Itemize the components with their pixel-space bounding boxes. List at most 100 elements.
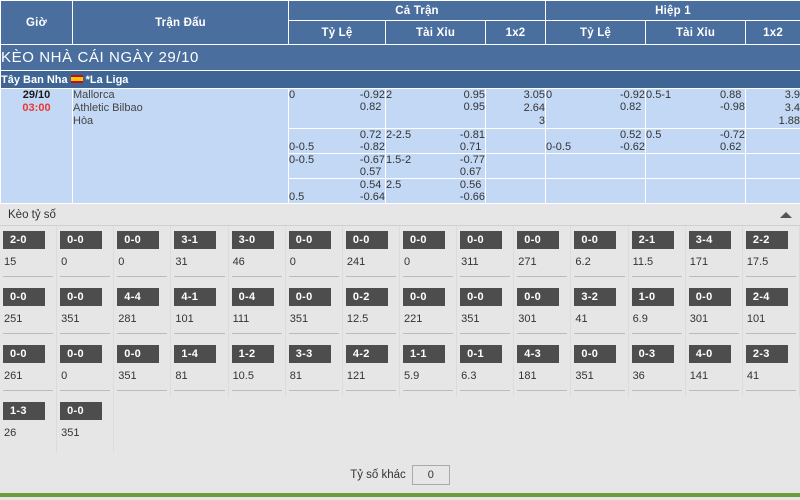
odds-cell-full-1x2[interactable] — [484, 153, 547, 179]
score-option-cell[interactable]: 0-0 0 — [400, 226, 458, 283]
score-option-cell[interactable]: 3-4 171 — [686, 226, 743, 283]
col-group-first-half: Hiệp 1 — [545, 0, 800, 21]
score-option-cell[interactable]: 2-0 15 — [0, 226, 58, 283]
odds-cell-full-overunder[interactable]: 1.5-2 -0.77 0.67 — [385, 153, 486, 179]
score-option-cell[interactable]: 0-0 301 — [686, 283, 743, 340]
odds-cell-full-overunder[interactable]: 2.5 0.56 -0.66 — [385, 178, 486, 204]
score-option-cell[interactable]: 0-0 251 — [0, 283, 58, 340]
odds-cell-half-1x2[interactable] — [745, 128, 800, 154]
score-option-cell-empty — [571, 397, 628, 453]
score-option-cell[interactable]: 0-0 221 — [400, 283, 458, 340]
score-option-cell[interactable]: 1-1 5.9 — [400, 340, 458, 397]
score-option-cell[interactable]: 0-0 241 — [343, 226, 400, 283]
odds-cell-half-1x2[interactable] — [745, 153, 800, 179]
score-option-cell[interactable]: 3-2 41 — [571, 283, 629, 340]
score-odd-value: 111 — [231, 313, 282, 334]
odds-cell-full-1x2[interactable] — [484, 178, 547, 204]
score-option-cell[interactable]: 4-3 181 — [514, 340, 572, 397]
odds-value-away: 0.82 — [619, 101, 642, 113]
score-option-cell[interactable]: 1-2 10.5 — [229, 340, 286, 397]
score-option-cell[interactable]: 0-0 271 — [514, 226, 572, 283]
score-option-cell[interactable]: 0-3 36 — [629, 340, 686, 397]
score-option-cell[interactable]: 1-3 26 — [0, 397, 58, 453]
score-option-cell[interactable]: 1-0 6.9 — [629, 283, 686, 340]
score-option-cell[interactable]: 3-1 31 — [171, 226, 229, 283]
odds-cell-half-overunder[interactable]: 0.5 -0.72 0.62 — [645, 128, 747, 154]
score-odd-value: 15 — [3, 256, 54, 277]
caret-up-icon[interactable] — [780, 211, 792, 218]
score-option-cell[interactable]: 0-0 351 — [457, 283, 515, 340]
odds-cell-full-1x2[interactable]: 3.05 2.64 3 — [484, 88, 547, 129]
score-option-cell[interactable]: 0-0 301 — [514, 283, 572, 340]
correct-score-header[interactable]: Kèo tỷ số — [0, 204, 800, 226]
odds-cell-full-handicap[interactable]: 0.5 0.54 -0.64 — [288, 178, 386, 204]
score-option-cell[interactable]: 0-1 6.3 — [457, 340, 515, 397]
odds-cell-full-1x2[interactable] — [484, 128, 547, 154]
score-option-cell[interactable]: 0-0 351 — [57, 397, 115, 453]
col-header-full-overunder: Tài Xỉu — [385, 20, 486, 45]
score-option-cell[interactable]: 0-0 311 — [457, 226, 515, 283]
other-score-value[interactable]: 0 — [411, 465, 450, 485]
score-badge: 0-0 — [117, 231, 160, 249]
odds-cell-half-handicap[interactable]: 0 -0.92 0.82 — [545, 88, 647, 129]
odds-cell-half-overunder[interactable] — [645, 178, 747, 204]
score-badge: 0-0 — [688, 288, 731, 306]
odds-value-home: -0.92 — [359, 89, 385, 101]
odds-cell-half-handicap[interactable]: 0-0.5 0.52 -0.62 — [545, 128, 647, 154]
odds-cell-full-overunder[interactable]: 2-2.5 -0.81 0.71 — [385, 128, 486, 154]
score-option-cell-empty — [514, 397, 571, 453]
col-header-match: Trận Đấu — [72, 0, 289, 45]
odds-cell-full-handicap[interactable]: 0-0.5 0.72 -0.82 — [288, 128, 386, 154]
score-option-cell[interactable]: 2-3 41 — [743, 340, 800, 397]
score-badge: 0-0 — [3, 345, 45, 363]
odds-cell-half-1x2[interactable]: 3.9 3.4 1.88 — [745, 88, 800, 129]
odds-cell-full-overunder[interactable]: 2 0.95 0.95 — [385, 88, 486, 129]
odds-cell-half-overunder[interactable] — [645, 153, 747, 179]
score-option-cell[interactable]: 4-1 101 — [171, 283, 229, 340]
score-option-cell[interactable]: 0-0 351 — [114, 340, 172, 397]
odds-value-under: 0.62 — [719, 141, 742, 153]
score-badge: 0-0 — [574, 345, 617, 363]
score-option-cell[interactable]: 4-4 281 — [114, 283, 172, 340]
score-option-cell[interactable]: 0-0 0 — [114, 226, 172, 283]
odds-cell-full-handicap[interactable]: 0-0.5 -0.67 0.57 — [288, 153, 386, 179]
odds-cell-full-handicap[interactable]: 0 -0.92 0.82 — [288, 88, 386, 129]
col-header-half-handicap: Tỷ Lệ — [545, 20, 647, 45]
score-option-cell[interactable]: 0-4 111 — [229, 283, 286, 340]
score-option-cell[interactable]: 3-3 81 — [286, 340, 343, 397]
score-option-cell[interactable]: 1-4 81 — [171, 340, 229, 397]
score-option-cell[interactable]: 2-2 17.5 — [743, 226, 800, 283]
table-row: 29/10 03:00 Mallorca Athletic Bilbao Hòa… — [0, 88, 800, 204]
score-option-cell[interactable]: 0-0 351 — [571, 340, 629, 397]
score-odd-value: 12.5 — [345, 313, 396, 334]
score-option-cell[interactable]: 0-0 351 — [57, 283, 115, 340]
odds-table: Giờ Trận Đấu Cả Trận Hiệp 1 Tỷ Lệ Tài Xỉ… — [0, 0, 800, 204]
score-option-cell[interactable]: 0-0 0 — [57, 226, 115, 283]
score-odd-value: 301 — [517, 313, 568, 334]
odds-cell-half-handicap[interactable] — [545, 178, 647, 204]
score-option-cell[interactable]: 0-0 351 — [286, 283, 343, 340]
odds-value-home: 0.52 — [619, 129, 642, 141]
score-option-cell[interactable]: 4-0 141 — [686, 340, 743, 397]
score-option-cell[interactable]: 2-4 101 — [743, 283, 800, 340]
score-option-cell[interactable]: 0-0 0 — [57, 340, 115, 397]
odds-cell-half-handicap[interactable] — [545, 153, 647, 179]
score-badge: 3-3 — [288, 345, 331, 363]
odds-value-home: -0.92 — [619, 89, 646, 101]
score-odd-value: 311 — [460, 256, 511, 277]
score-option-cell[interactable]: 3-0 46 — [229, 226, 286, 283]
score-option-cell[interactable]: 0-2 12.5 — [343, 283, 400, 340]
score-option-cell[interactable]: 0-0 0 — [286, 226, 343, 283]
odds-value-away: 0.57 — [359, 166, 382, 178]
score-option-cell[interactable]: 0-0 261 — [0, 340, 58, 397]
score-option-cell-empty — [400, 397, 457, 453]
score-odd-value: 26 — [4, 427, 17, 439]
odds-cell-half-overunder[interactable]: 0.5-1 0.88 -0.98 — [645, 88, 747, 129]
score-option-cell[interactable]: 4-2 121 — [343, 340, 400, 397]
league-bar[interactable]: Tây Ban Nha *La Liga — [0, 70, 800, 89]
away-team: Athletic Bilbao — [73, 102, 143, 114]
score-option-cell[interactable]: 0-0 6.2 — [571, 226, 629, 283]
odds-cell-half-1x2[interactable] — [745, 178, 800, 204]
score-option-cell[interactable]: 2-1 11.5 — [629, 226, 686, 283]
score-odd-value: 46 — [231, 256, 282, 277]
